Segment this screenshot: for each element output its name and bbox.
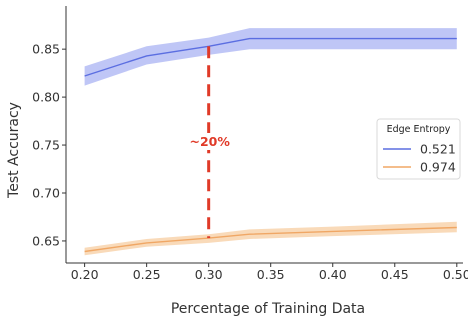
legend-label-1: 0.974 — [420, 160, 456, 175]
x-tick-label: 0.50 — [443, 267, 468, 282]
series-0-band — [84, 28, 457, 86]
y-axis-title: Test Accuracy — [6, 102, 22, 199]
x-tick-label: 0.30 — [195, 267, 223, 282]
y-tick-label: 0.85 — [32, 42, 60, 57]
series-lines — [84, 37, 457, 253]
x-ticks: 0.20 0.25 0.30 0.35 0.40 0.45 0.50 — [71, 263, 468, 282]
x-tick-label: 0.40 — [319, 267, 347, 282]
series-0-line — [84, 37, 457, 77]
x-tick-label: 0.20 — [71, 267, 99, 282]
y-ticks: 0.65 0.70 0.75 0.80 0.85 — [32, 42, 66, 248]
legend-label-0: 0.521 — [420, 142, 456, 157]
x-tick-label: 0.45 — [381, 267, 409, 282]
legend-title: Edge Entropy — [387, 124, 451, 135]
annotation-group: ~20% — [188, 46, 231, 239]
x-tick-label: 0.35 — [257, 267, 285, 282]
x-tick-label: 0.25 — [133, 267, 161, 282]
legend: Edge Entropy 0.521 0.974 — [376, 118, 461, 180]
x-axis-title: Percentage of Training Data — [171, 301, 365, 317]
y-axis-title-group: Test Accuracy — [6, 102, 22, 199]
series-1-line — [84, 226, 457, 253]
series-1-band — [84, 221, 457, 256]
annotation-label-bg — [188, 133, 231, 150]
annotation-label: ~20% — [189, 134, 230, 149]
y-tick-label: 0.65 — [32, 233, 60, 248]
legend-box — [376, 118, 461, 180]
y-tick-label: 0.75 — [32, 138, 60, 153]
y-tick-label: 0.70 — [32, 185, 60, 200]
y-tick-label: 0.80 — [32, 90, 60, 105]
